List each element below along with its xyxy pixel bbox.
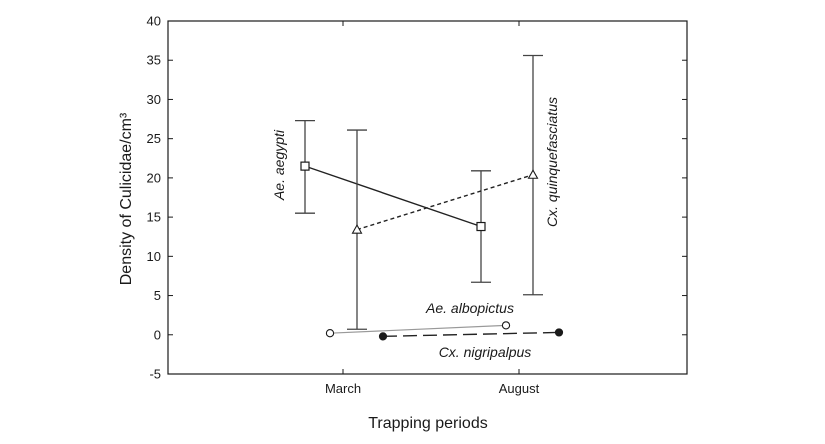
series-label-ae-albopictus: Ae. albopictus: [425, 300, 514, 316]
y-tick-label: 25: [147, 131, 161, 146]
data-point-ae-albopictus-march: [325, 329, 335, 338]
series-cx-nigripalpus: [378, 328, 564, 341]
series-ae-albopictus: [325, 321, 511, 338]
series-ae-aegypti: [295, 119, 491, 283]
x-tick-label-march: March: [325, 381, 361, 396]
y-tick-label: 30: [147, 92, 161, 107]
series-label-cx-nigripalpus: Cx. nigripalpus: [439, 344, 532, 360]
y-tick-label: 0: [154, 327, 161, 342]
y-axis-ticks: -5 0 5 10 15 20 25 30 35 40: [147, 14, 687, 382]
y-tick-label: 40: [147, 14, 161, 29]
x-tick-label-august: August: [499, 381, 540, 396]
plot-frame: [167, 20, 688, 375]
data-point-cx-quinquefasciatus-march: [351, 224, 363, 234]
data-point-ae-aegypti-august: [476, 221, 486, 232]
data-point-ae-aegypti-march: [300, 161, 310, 171]
data-point-cx-quinquefasciatus-august: [527, 169, 539, 179]
x-axis-ticks: March August: [325, 21, 540, 396]
data-point-cx-nigripalpus-august: [554, 328, 564, 337]
y-tick-label: 10: [147, 249, 161, 264]
series-label-ae-aegypti: Ae. aegypti: [271, 129, 287, 201]
series-line-ae-albopictus: [329, 324, 507, 334]
x-axis-title: Trapping periods: [368, 415, 487, 432]
series-line-ae-aegypti: [304, 165, 482, 228]
series-line-cx-nigripalpus: [382, 331, 560, 338]
series-line-cx-quinquefasciatus: [356, 174, 534, 231]
series-layer: [295, 54, 564, 341]
series-labels: Ae. aegypti Cx. quinquefasciatus Ae. albop…: [271, 97, 560, 360]
series-label-cx-quinquefasciatus: Cx. quinquefasciatus: [544, 97, 560, 227]
data-point-ae-albopictus-august: [501, 321, 511, 330]
y-tick-label: 20: [147, 170, 161, 185]
data-point-cx-nigripalpus-march: [378, 332, 388, 341]
y-tick-label: 15: [147, 210, 161, 225]
series-cx-quinquefasciatus: [347, 54, 543, 330]
y-tick-label: 35: [147, 53, 161, 68]
y-tick-label: -5: [149, 367, 161, 382]
y-tick-label: 5: [154, 288, 161, 303]
y-axis-title: Density of Culicidae/cm³: [118, 112, 135, 285]
